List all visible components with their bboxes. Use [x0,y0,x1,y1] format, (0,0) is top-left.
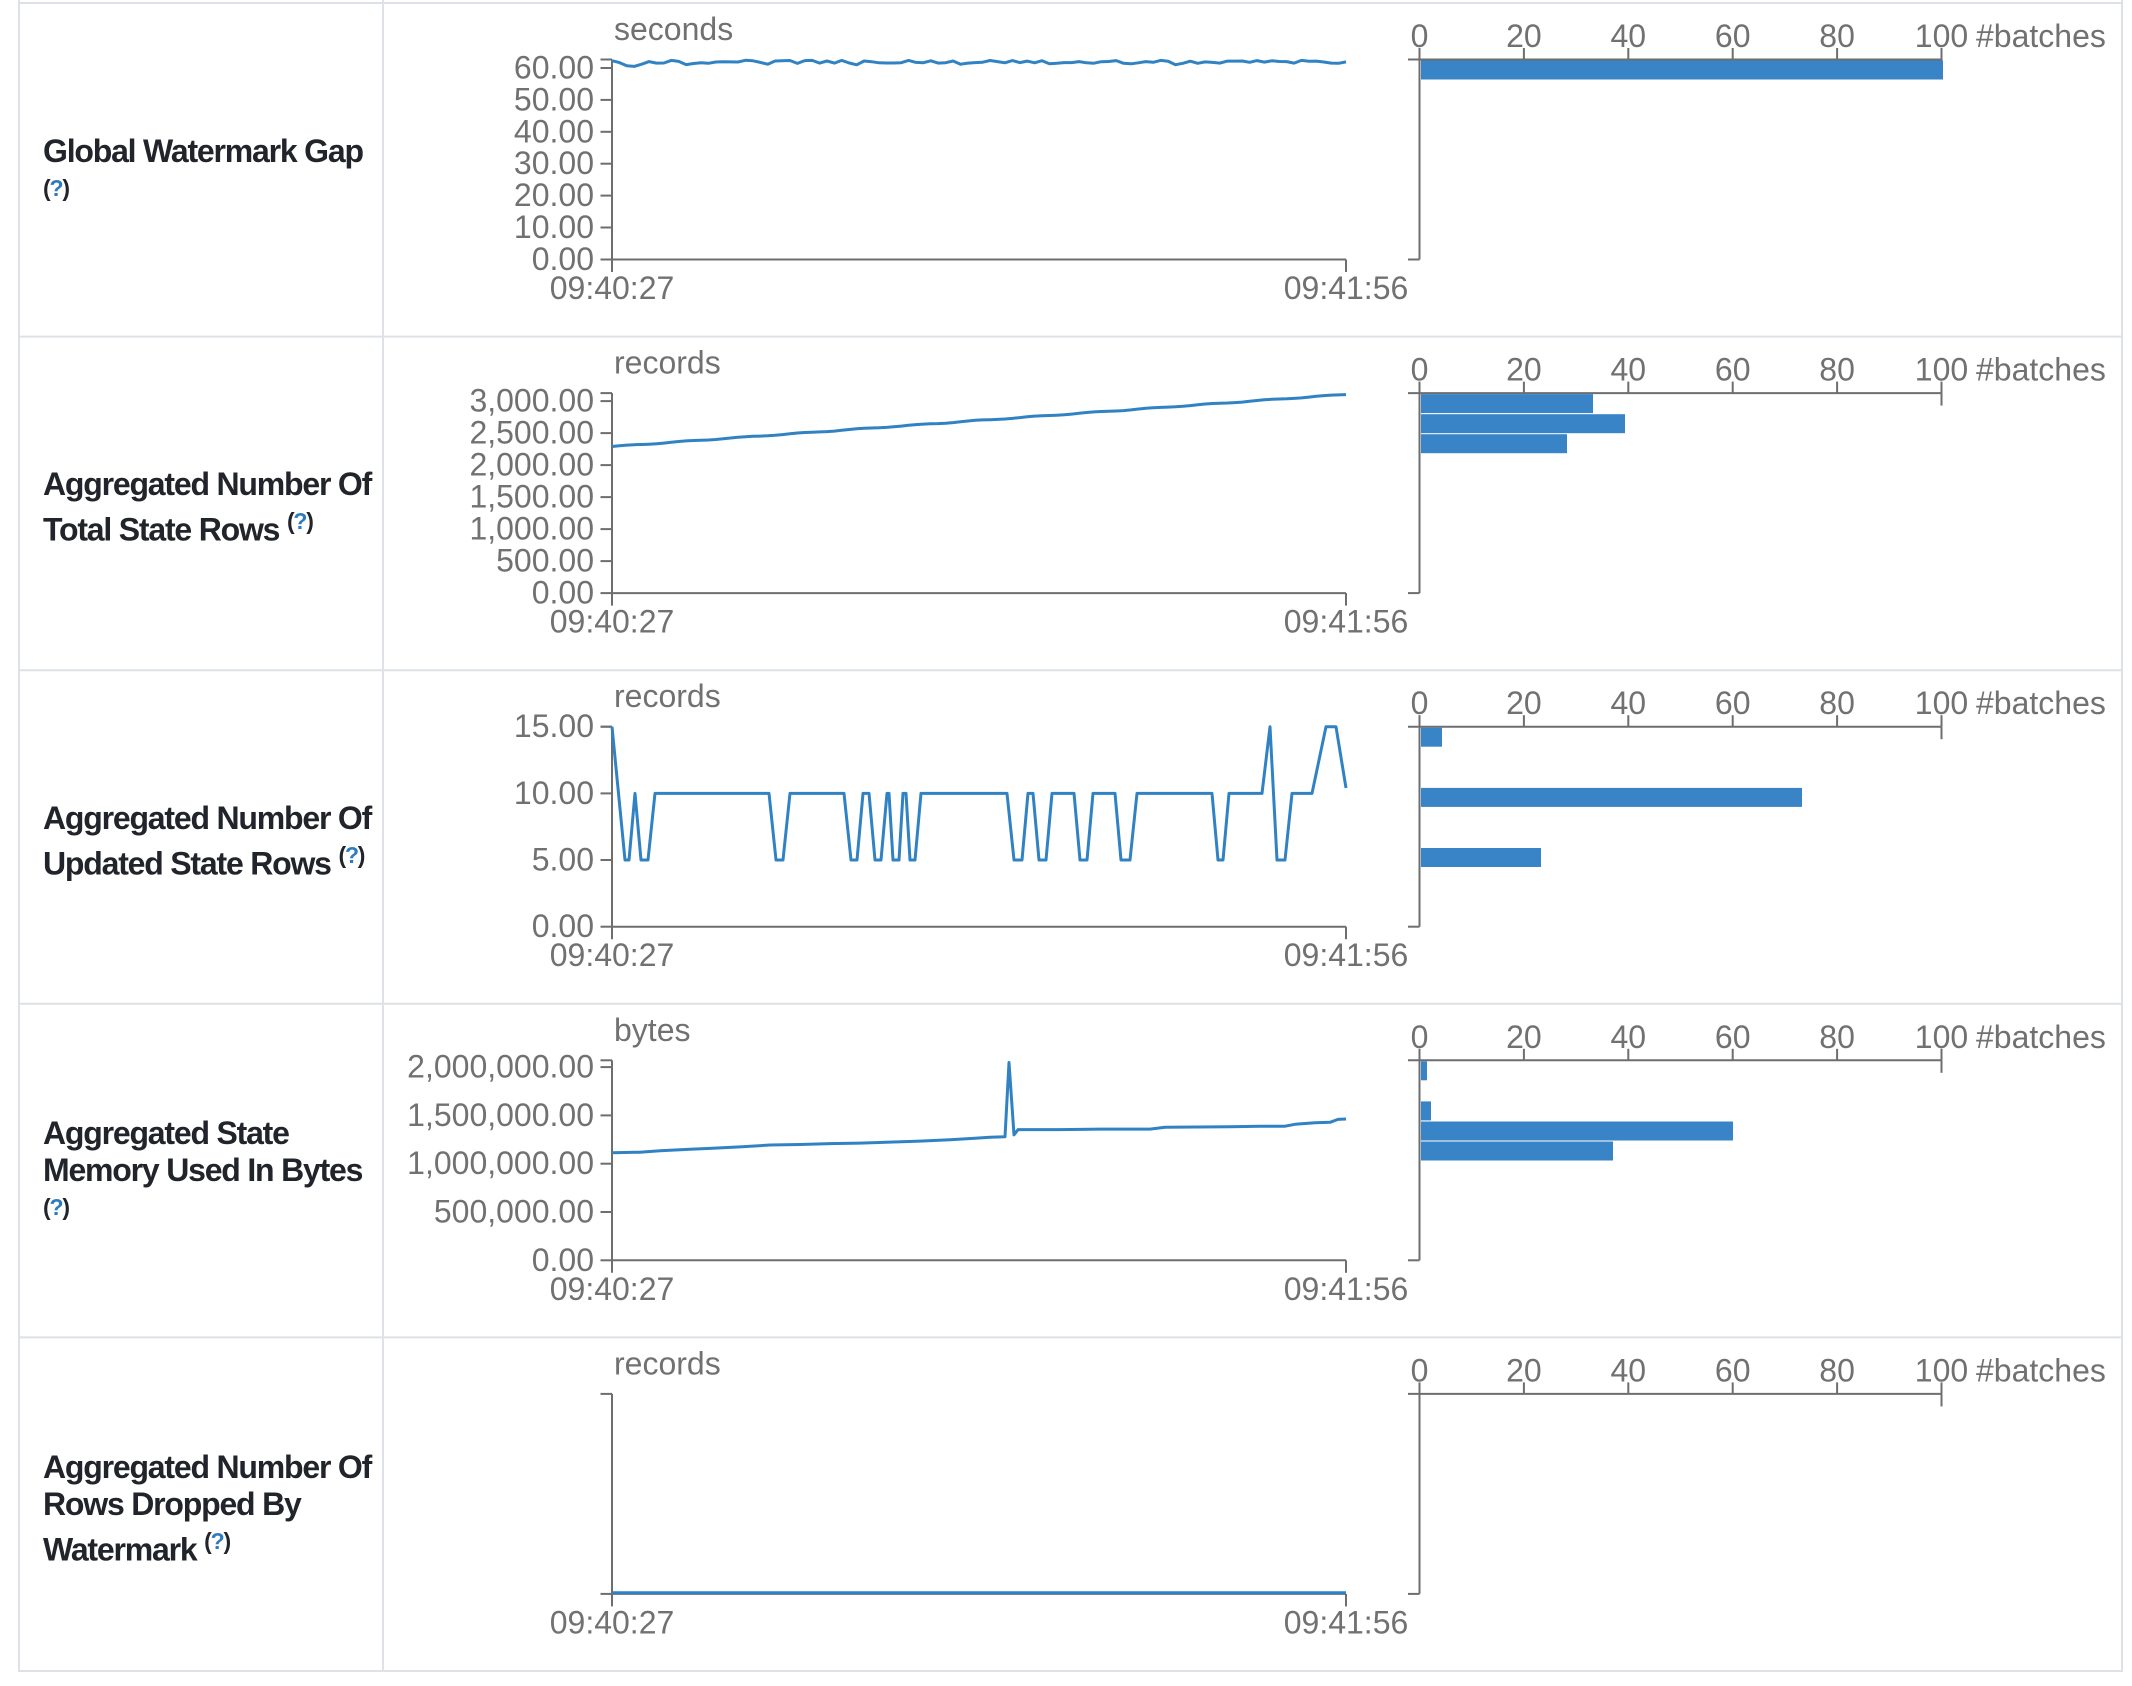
svg-text:09:41:56: 09:41:56 [1284,604,1409,640]
svg-text:1,000.00: 1,000.00 [469,511,594,547]
svg-text:records: records [614,678,721,714]
svg-text:records: records [614,345,721,381]
svg-text:40: 40 [1611,352,1647,388]
svg-text:20.00: 20.00 [514,177,594,213]
svg-text:60: 60 [1715,18,1751,54]
svg-text:0.00: 0.00 [532,241,594,277]
svg-text:1,500.00: 1,500.00 [469,479,594,515]
svg-text:80: 80 [1819,1352,1855,1388]
svg-text:20: 20 [1506,352,1542,388]
svg-text:40: 40 [1611,18,1647,54]
svg-text:100: 100 [1915,1352,1968,1388]
svg-text:#batches: #batches [1976,685,2106,721]
svg-text:09:40:27: 09:40:27 [550,1271,675,1307]
svg-text:09:40:27: 09:40:27 [550,270,675,306]
svg-text:100: 100 [1915,1019,1968,1055]
svg-text:seconds: seconds [614,11,733,47]
svg-text:0: 0 [1411,1352,1429,1388]
svg-text:40: 40 [1611,1019,1647,1055]
svg-text:bytes: bytes [614,1012,690,1048]
svg-text:80: 80 [1819,685,1855,721]
svg-text:0: 0 [1411,352,1429,388]
svg-text:10.00: 10.00 [514,209,594,245]
svg-text:20: 20 [1506,1352,1542,1388]
svg-text:80: 80 [1819,1019,1855,1055]
svg-text:40.00: 40.00 [514,113,594,149]
svg-text:09:41:56: 09:41:56 [1284,1604,1409,1640]
svg-text:#batches: #batches [1976,352,2106,388]
svg-text:20: 20 [1506,18,1542,54]
svg-text:80: 80 [1819,18,1855,54]
svg-text:#batches: #batches [1976,18,2106,54]
svg-text:20: 20 [1506,685,1542,721]
svg-text:500,000.00: 500,000.00 [434,1194,594,1230]
svg-text:100: 100 [1915,352,1968,388]
svg-text:5.00: 5.00 [532,842,594,878]
svg-text:1,500,000.00: 1,500,000.00 [407,1097,594,1133]
svg-text:0: 0 [1411,685,1429,721]
svg-text:100: 100 [1915,18,1968,54]
svg-text:09:40:27: 09:40:27 [550,604,675,640]
svg-text:80: 80 [1819,352,1855,388]
svg-text:0: 0 [1411,1019,1429,1055]
svg-text:60: 60 [1715,685,1751,721]
svg-text:09:41:56: 09:41:56 [1284,937,1409,973]
svg-text:60.00: 60.00 [514,50,594,86]
svg-text:0.00: 0.00 [532,1242,594,1278]
svg-text:40: 40 [1611,1352,1647,1388]
svg-text:2,500.00: 2,500.00 [469,415,594,451]
svg-text:50.00: 50.00 [514,81,594,117]
svg-text:100: 100 [1915,685,1968,721]
svg-text:09:40:27: 09:40:27 [550,937,675,973]
svg-text:500.00: 500.00 [496,543,594,579]
svg-text:30.00: 30.00 [514,145,594,181]
svg-text:10.00: 10.00 [514,775,594,811]
svg-text:2,000.00: 2,000.00 [469,447,594,483]
svg-text:0.00: 0.00 [532,575,594,611]
svg-text:1,000,000.00: 1,000,000.00 [407,1145,594,1181]
svg-text:0: 0 [1411,18,1429,54]
svg-text:#batches: #batches [1976,1352,2106,1388]
svg-text:09:41:56: 09:41:56 [1284,270,1409,306]
svg-text:#batches: #batches [1976,1019,2106,1055]
svg-text:records: records [614,1345,721,1381]
svg-text:60: 60 [1715,352,1751,388]
svg-text:0.00: 0.00 [532,908,594,944]
svg-text:2,000,000.00: 2,000,000.00 [407,1049,594,1085]
svg-text:09:40:27: 09:40:27 [550,1604,675,1640]
svg-text:3,000.00: 3,000.00 [469,383,594,419]
svg-text:09:41:56: 09:41:56 [1284,1271,1409,1307]
svg-text:40: 40 [1611,685,1647,721]
svg-text:20: 20 [1506,1019,1542,1055]
svg-text:60: 60 [1715,1019,1751,1055]
svg-text:15.00: 15.00 [514,708,594,744]
svg-text:60: 60 [1715,1352,1751,1388]
